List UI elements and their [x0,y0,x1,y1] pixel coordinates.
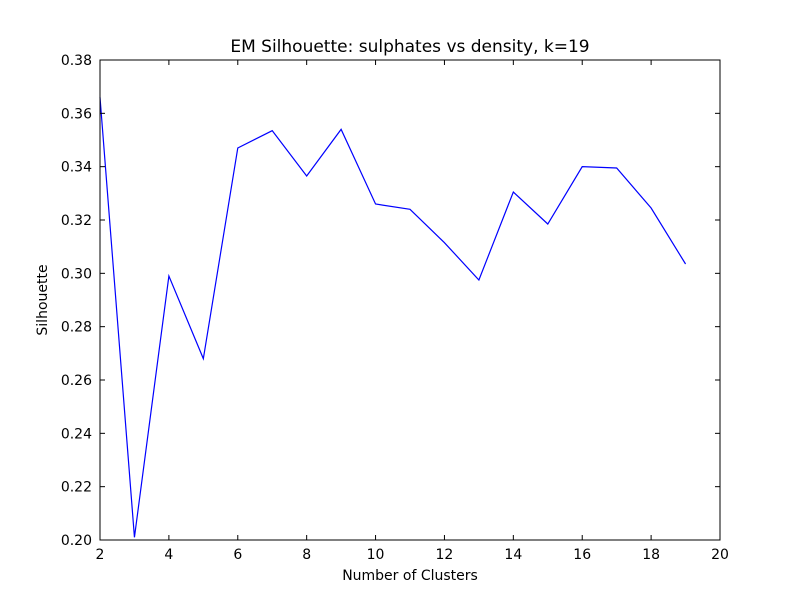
y-tick-label: 0.30 [61,266,92,282]
y-tick-label: 0.34 [61,160,92,176]
x-tick-label: 20 [711,547,729,563]
x-tick-label: 10 [367,547,385,563]
y-tick-label: 0.32 [61,213,92,229]
x-tick-label: 8 [302,547,311,563]
x-tick-label: 16 [573,547,591,563]
x-axis-ticks: 2 4 6 8 10 12 14 16 18 20 [96,60,729,563]
x-tick-label: 14 [504,547,522,563]
y-tick-label: 0.26 [61,373,92,389]
plot-area [99,60,720,540]
y-tick-label: 0.38 [61,53,92,69]
x-axis-label: Number of Clusters [342,568,478,584]
series-line [99,97,687,538]
y-tick-label: 0.28 [61,320,92,336]
x-tick-label: 2 [96,547,105,563]
x-tick-label: 4 [164,547,173,563]
y-axis-label: Silhouette [35,264,51,335]
y-axis-ticks: 0.20 0.22 0.24 0.26 0.28 0.30 0.32 0.34 0.36 0.38 [61,53,720,549]
x-tick-label: 6 [233,547,242,563]
chart-title: EM Silhouette: sulphates vs density, k=1… [230,37,589,57]
y-tick-label: 0.36 [61,106,92,122]
plot-background [100,60,720,540]
y-tick-label: 0.22 [61,480,92,496]
x-tick-label: 18 [642,547,660,563]
plot-frame [99,59,721,541]
x-tick-label: 12 [436,547,454,563]
y-tick-label: 0.24 [61,426,92,442]
y-tick-label: 0.20 [61,533,92,549]
